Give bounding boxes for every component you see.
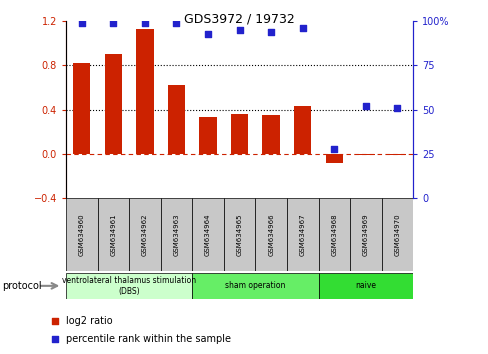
Text: GSM634962: GSM634962 xyxy=(142,213,147,256)
Bar xyxy=(356,154,374,155)
Bar xyxy=(255,198,286,271)
Point xyxy=(298,25,306,31)
Bar xyxy=(161,198,192,271)
Bar xyxy=(129,198,161,271)
Text: GSM634970: GSM634970 xyxy=(394,213,400,256)
Text: GSM634966: GSM634966 xyxy=(267,213,274,256)
Bar xyxy=(66,273,192,299)
Point xyxy=(172,20,180,26)
Text: GSM634968: GSM634968 xyxy=(331,213,337,256)
Bar xyxy=(349,198,381,271)
Bar xyxy=(230,114,248,154)
Bar xyxy=(192,198,224,271)
Bar xyxy=(224,198,255,271)
Bar xyxy=(325,154,342,163)
Bar xyxy=(104,55,122,154)
Point xyxy=(203,31,211,36)
Point xyxy=(109,20,117,26)
Text: protocol: protocol xyxy=(2,281,42,291)
Point xyxy=(78,20,85,26)
Text: GSM634967: GSM634967 xyxy=(299,213,305,256)
Text: ventrolateral thalamus stimulation
(DBS): ventrolateral thalamus stimulation (DBS) xyxy=(62,276,196,296)
Bar xyxy=(136,29,153,154)
Text: GSM634969: GSM634969 xyxy=(362,213,368,256)
Text: GSM634960: GSM634960 xyxy=(79,213,84,256)
Point xyxy=(141,20,148,26)
Text: percentile rank within the sample: percentile rank within the sample xyxy=(66,334,231,344)
Point xyxy=(330,146,338,152)
Text: naive: naive xyxy=(355,281,376,290)
Text: GSM634961: GSM634961 xyxy=(110,213,116,256)
Point xyxy=(361,103,369,109)
Text: GSM634965: GSM634965 xyxy=(236,213,242,256)
Text: GSM634963: GSM634963 xyxy=(173,213,179,256)
Bar xyxy=(66,198,98,271)
Bar xyxy=(293,107,311,154)
Bar xyxy=(73,63,90,154)
Bar xyxy=(286,198,318,271)
Bar xyxy=(318,198,349,271)
Point xyxy=(267,29,275,35)
Bar xyxy=(192,273,318,299)
Bar xyxy=(388,154,405,155)
Point xyxy=(393,105,401,111)
Point xyxy=(51,336,59,342)
Bar xyxy=(381,198,412,271)
Bar xyxy=(199,118,216,154)
Bar xyxy=(167,85,185,154)
Bar xyxy=(262,115,279,154)
Text: sham operation: sham operation xyxy=(225,281,285,290)
Text: log2 ratio: log2 ratio xyxy=(66,316,113,326)
Bar xyxy=(318,273,412,299)
Point xyxy=(235,27,243,33)
Bar xyxy=(98,198,129,271)
Point xyxy=(51,319,59,324)
Text: GSM634964: GSM634964 xyxy=(204,213,211,256)
Text: GDS3972 / 19732: GDS3972 / 19732 xyxy=(184,12,294,25)
